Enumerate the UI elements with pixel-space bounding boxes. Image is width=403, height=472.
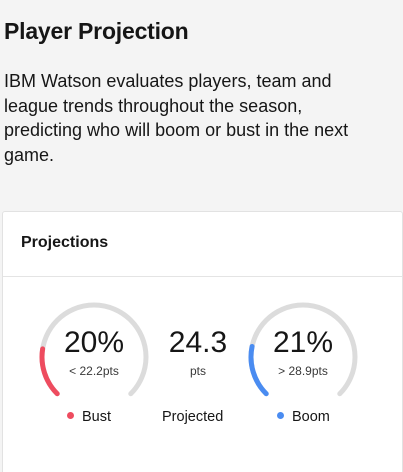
- projected-label: Projected: [162, 409, 223, 425]
- bust-label: Bust: [82, 409, 111, 425]
- boom-threshold: > 28.9pts: [247, 364, 359, 378]
- card-title: Projections: [21, 234, 108, 252]
- bust-gauge: 20% < 22.2pts: [38, 301, 150, 413]
- projections-card: Projections 20% < 22.2pts 24.3 pts 21% >…: [2, 211, 403, 472]
- boom-label: Boom: [292, 409, 330, 425]
- page-description: IBM Watson evaluates players, team and l…: [4, 69, 384, 167]
- card-header: Projections: [3, 212, 402, 277]
- bust-legend: Bust: [67, 409, 111, 425]
- projected-unit: pts: [142, 364, 254, 378]
- projected-value: 24.3: [142, 326, 254, 360]
- bust-threshold: < 22.2pts: [38, 364, 150, 378]
- projected-legend: Projected: [162, 409, 223, 425]
- page-title: Player Projection: [4, 18, 189, 45]
- boom-legend: Boom: [277, 409, 330, 425]
- boom-percent: 21%: [247, 326, 359, 360]
- boom-dot-icon: [277, 412, 284, 419]
- boom-gauge: 21% > 28.9pts: [247, 301, 359, 413]
- projected-points: 24.3 pts: [142, 301, 254, 413]
- bust-dot-icon: [67, 412, 74, 419]
- bust-percent: 20%: [38, 326, 150, 360]
